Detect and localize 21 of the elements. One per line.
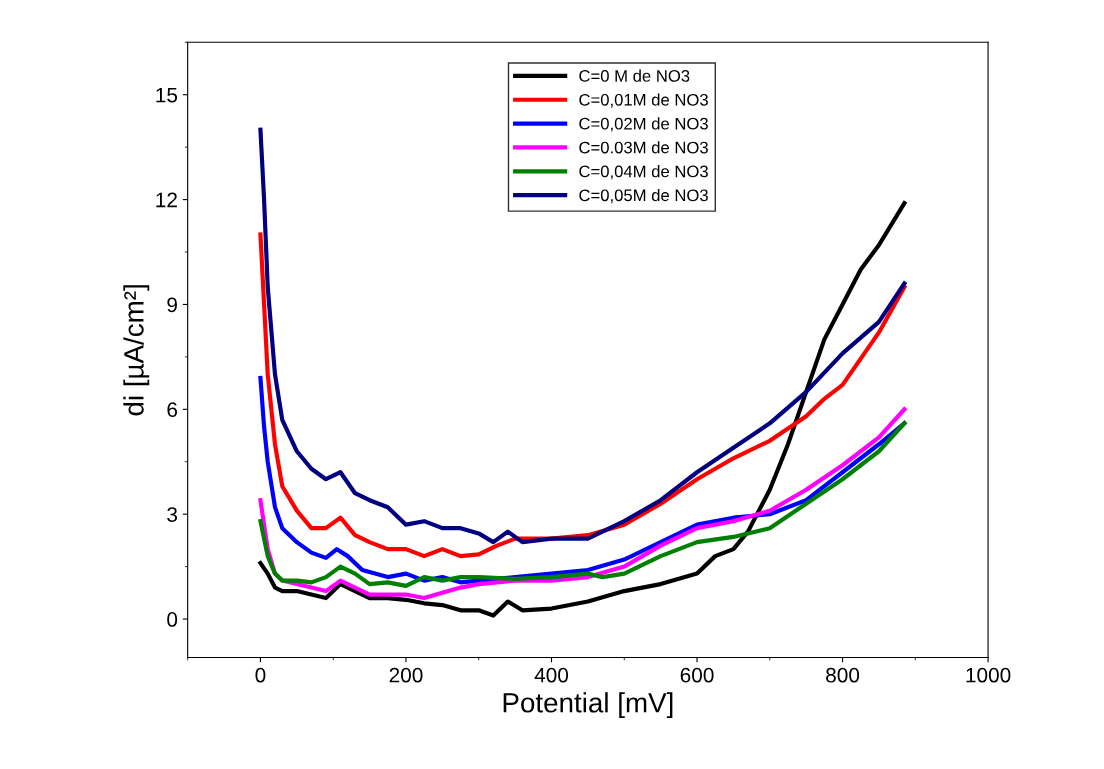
y-tick-label: 9 xyxy=(167,297,177,313)
x-tick-label: 800 xyxy=(826,667,860,683)
legend-label: C=0,04M de NO3 xyxy=(579,165,708,180)
y-tick-label: 6 xyxy=(167,402,178,418)
x-tick-label: 0 xyxy=(255,667,266,683)
x-tick-label: 600 xyxy=(680,667,714,683)
y-tick-label: 0 xyxy=(167,612,178,627)
x-tick-label: 400 xyxy=(534,667,569,683)
legend-label: C=0,02M de NO3 xyxy=(579,117,708,132)
legend-label: C=0,05M de NO3 xyxy=(579,188,708,204)
x-axis-title: Potential [mV] xyxy=(503,692,673,719)
x-tick-label: 1000 xyxy=(966,667,1011,683)
y-tick-label: 3 xyxy=(167,507,178,522)
legend-label: C=0 M de NO3 xyxy=(579,69,690,82)
legend-label: C=0.03M de NO3 xyxy=(579,141,708,154)
y-tick-label: 15 xyxy=(156,87,178,103)
y-axis-title: di [µA/cm²] xyxy=(123,285,150,416)
x-tick-label: 200 xyxy=(389,667,423,683)
line-series xyxy=(258,232,907,559)
y-tick-label: 12 xyxy=(156,192,177,208)
legend-label: C=0,01M de NO3 xyxy=(579,93,708,108)
